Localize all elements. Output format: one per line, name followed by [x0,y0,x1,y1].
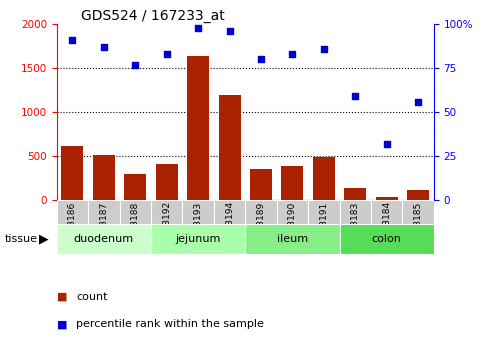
Point [288,51,296,57]
Bar [371,200,402,224]
Text: GSM13190: GSM13190 [288,201,297,250]
Text: GSM13194: GSM13194 [225,201,234,250]
Bar [344,188,366,200]
Bar [402,200,434,224]
Text: GSM13191: GSM13191 [319,201,328,250]
Bar [187,56,209,200]
Bar [62,146,83,200]
Bar [245,224,340,254]
Point [100,44,108,50]
Bar [407,190,429,200]
Bar [57,224,151,254]
Text: GSM13183: GSM13183 [351,201,360,250]
Text: GSM13189: GSM13189 [256,201,266,250]
Point [352,93,359,99]
Point [194,25,202,30]
Bar [119,200,151,224]
Text: GSM13184: GSM13184 [382,201,391,250]
Point [131,62,139,67]
Text: GSM13186: GSM13186 [68,201,77,250]
Bar [93,155,115,200]
Text: duodenum: duodenum [74,234,134,244]
Bar [277,200,308,224]
Point [414,99,422,104]
Text: ■: ■ [57,319,67,329]
Text: tissue: tissue [5,234,38,244]
Text: jejunum: jejunum [176,234,221,244]
Bar [218,95,241,200]
Bar [88,200,119,224]
Bar [151,224,245,254]
Text: GSM13188: GSM13188 [131,201,140,250]
Point [257,57,265,62]
Point [163,51,171,57]
Bar [282,166,303,200]
Bar [250,169,272,200]
Text: percentile rank within the sample: percentile rank within the sample [76,319,264,329]
Bar [57,200,88,224]
Point [69,37,76,43]
Text: colon: colon [372,234,402,244]
Text: GDS524 / 167233_at: GDS524 / 167233_at [81,9,225,23]
Bar [308,200,340,224]
Bar [340,200,371,224]
Bar [214,200,246,224]
Bar [245,200,277,224]
Bar [124,174,146,200]
Bar [340,224,434,254]
Text: ■: ■ [57,292,67,302]
Text: GSM13192: GSM13192 [162,201,171,250]
Text: ileum: ileum [277,234,308,244]
Text: GSM13185: GSM13185 [414,201,423,250]
Text: GSM13193: GSM13193 [194,201,203,250]
Point [320,46,328,51]
Bar [182,200,214,224]
Bar [376,197,398,200]
Bar [313,157,335,200]
Point [226,28,234,34]
Text: GSM13187: GSM13187 [99,201,108,250]
Bar [156,165,177,200]
Point [383,141,390,147]
Text: ▶: ▶ [38,233,48,245]
Text: count: count [76,292,108,302]
Bar [151,200,182,224]
